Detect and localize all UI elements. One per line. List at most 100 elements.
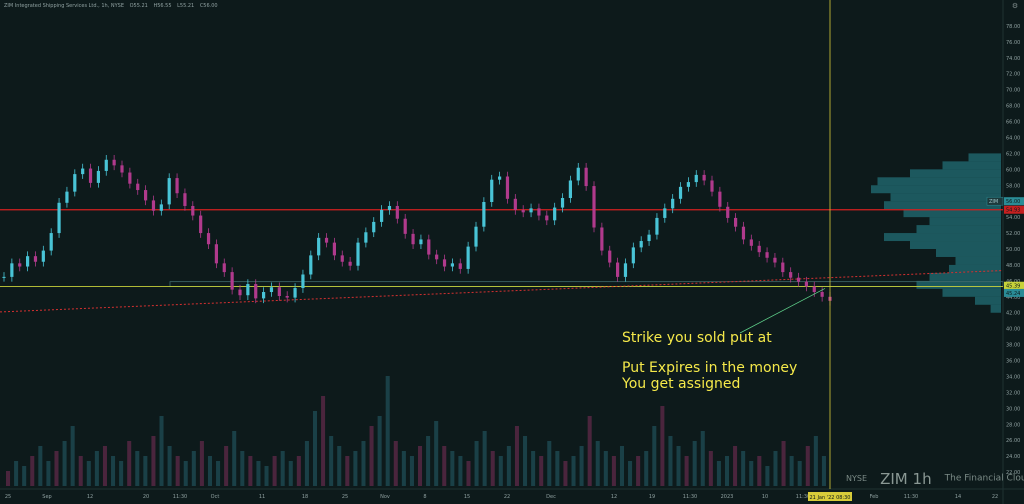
candle-body xyxy=(175,178,179,194)
candle-body xyxy=(749,239,753,246)
volume-bar xyxy=(22,466,27,486)
candle-body xyxy=(623,263,628,277)
candle-body xyxy=(120,165,124,173)
candle-body xyxy=(309,255,313,275)
price-tick-label: 40.00 xyxy=(1006,327,1020,333)
volume-bar xyxy=(393,441,398,486)
price-tick-label: 62.00 xyxy=(1006,151,1020,157)
volume-bar xyxy=(563,461,568,486)
annotation-assigned: You get assigned xyxy=(622,376,741,392)
price-tick-label: 44.00 xyxy=(1006,295,1020,301)
volume-bar xyxy=(321,396,326,486)
volume-bar xyxy=(547,441,552,486)
annotation-strike: Strike you sold put at xyxy=(622,330,772,346)
volume-profile-bar xyxy=(942,288,1001,297)
volume-profile-bar xyxy=(903,209,1001,218)
candle-body xyxy=(560,198,565,208)
crosshair-label-bg xyxy=(808,492,852,501)
price-tag-label: 54.93 xyxy=(1006,208,1020,214)
candle-body xyxy=(2,276,6,278)
candle-body xyxy=(600,227,604,251)
volume-bar xyxy=(78,456,83,486)
candle-body xyxy=(521,209,525,213)
candle-body xyxy=(332,242,336,256)
price-tick-label: 30.00 xyxy=(1006,406,1020,412)
volume-profile-bar xyxy=(890,193,1001,202)
candle-body xyxy=(364,232,368,243)
candle-body xyxy=(663,208,667,218)
volume-bar xyxy=(708,451,713,486)
volume-bar xyxy=(805,446,810,486)
volume-bar xyxy=(595,441,600,486)
candle-body xyxy=(301,274,305,289)
volume-bar xyxy=(757,456,762,486)
candle-body xyxy=(65,191,69,203)
crosshair-label: 21 Jan '22 08:30 xyxy=(810,495,851,501)
candle-body xyxy=(718,191,722,207)
volume-bar xyxy=(248,456,253,486)
volume-bar xyxy=(240,451,245,486)
candle-body xyxy=(81,168,85,175)
candle-body xyxy=(442,259,447,267)
volume-profile-bar xyxy=(929,272,1001,281)
symbol-header: ZIM Integrated Shipping Services Ltd., 1… xyxy=(4,3,222,9)
volume-bar xyxy=(46,461,51,486)
volume-bar xyxy=(644,451,649,486)
volume-profile-bar xyxy=(877,177,1001,186)
volume-bar xyxy=(579,446,584,486)
candle-body xyxy=(238,289,242,296)
price-tick-label: 70.00 xyxy=(1006,88,1020,94)
volume-bar xyxy=(70,426,75,486)
price-tick-label: 32.00 xyxy=(1006,390,1020,396)
volume-bar xyxy=(167,446,172,486)
candle-body xyxy=(450,263,454,267)
volume-bar xyxy=(668,436,673,486)
candle-body xyxy=(812,286,816,293)
time-tick-label: 11:30 xyxy=(904,494,918,500)
volume-bar xyxy=(361,441,366,486)
volume-bar xyxy=(426,436,431,486)
ohlc-close: C56.00 xyxy=(199,3,218,9)
time-tick-label: 25 xyxy=(342,494,348,500)
time-tick-label: 18 xyxy=(302,494,308,500)
symbol-tag-bg xyxy=(986,196,1004,206)
price-tag-label: 56.00 xyxy=(1006,199,1020,205)
volume-bar xyxy=(571,456,576,486)
candle-body xyxy=(199,215,203,234)
volume-bar xyxy=(466,461,471,486)
volume-profile-bar xyxy=(949,264,1001,273)
price-tick-label: 34.00 xyxy=(1006,374,1020,380)
price-tag-bg xyxy=(1004,288,1024,297)
candle-body xyxy=(726,206,730,218)
volume-bar xyxy=(312,411,318,486)
symbol-title: ZIM Integrated Shipping Services Ltd., 1… xyxy=(4,3,124,9)
price-tag-label: 45.24 xyxy=(1006,291,1020,297)
volume-bar xyxy=(14,461,19,486)
candle-body xyxy=(246,284,250,296)
price-tick-label: 36.00 xyxy=(1006,359,1020,365)
settings-icon[interactable]: ⚙ xyxy=(1011,2,1019,10)
ohlc-open: O55.21 xyxy=(129,3,148,9)
volume-bar xyxy=(619,446,624,486)
time-tick-label: 22 xyxy=(992,494,998,500)
price-tick-label: 52.00 xyxy=(1006,231,1020,237)
volume-bar xyxy=(353,451,358,486)
candle-body xyxy=(710,180,714,192)
price-tick-label: 28.00 xyxy=(1006,422,1020,428)
price-tick-label: 68.00 xyxy=(1006,104,1020,110)
volume-profile-bar xyxy=(884,233,1001,242)
watermark-exchange: NYSE xyxy=(846,474,868,483)
candle-body xyxy=(608,250,612,263)
time-tick-label: 12 xyxy=(611,494,617,500)
candle-body xyxy=(104,159,108,171)
price-tag-bg xyxy=(1004,205,1024,214)
candle-body xyxy=(324,237,329,243)
volume-profile-bar xyxy=(968,153,1001,162)
volume-bar xyxy=(821,456,826,486)
volume-bar xyxy=(692,441,697,486)
candle-body xyxy=(584,167,588,187)
candle-body xyxy=(277,287,281,297)
volume-bar xyxy=(199,441,204,486)
volume-bar xyxy=(652,426,657,486)
